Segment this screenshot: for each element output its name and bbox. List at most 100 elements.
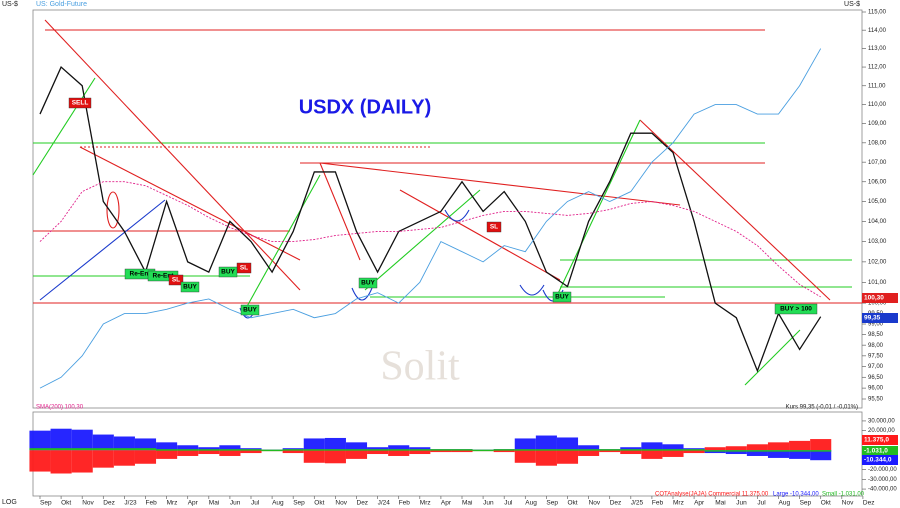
x-tick-label: Feb bbox=[652, 500, 664, 507]
cot-bar bbox=[282, 449, 304, 451]
x-tick-label: Nov bbox=[842, 500, 854, 507]
cot-bar bbox=[620, 450, 642, 455]
x-tick-label: Jun bbox=[230, 500, 241, 507]
cot-bar bbox=[156, 442, 178, 451]
cot-bar bbox=[156, 450, 178, 459]
cot-bar bbox=[789, 440, 811, 451]
cot-bar bbox=[388, 450, 410, 456]
x-tick-label: Okt bbox=[821, 500, 831, 507]
cot-bar bbox=[92, 434, 114, 451]
x-tick-label: Jun bbox=[483, 500, 494, 507]
cot-bar bbox=[556, 450, 579, 464]
cot-bar bbox=[767, 450, 790, 458]
x-tick-label: Sep bbox=[800, 500, 812, 507]
y-tick-label: 96,50 bbox=[868, 375, 884, 381]
trend-line bbox=[32, 77, 96, 176]
value-badge bbox=[862, 435, 898, 445]
annotation-label: BUY bbox=[183, 284, 197, 291]
cot-bar bbox=[92, 450, 114, 468]
annotation-box bbox=[552, 291, 572, 303]
annotation-box bbox=[68, 97, 92, 109]
cot-bar bbox=[810, 450, 832, 461]
cot-bar bbox=[303, 438, 325, 451]
cot-bar bbox=[324, 437, 346, 451]
x-tick-label: Mai bbox=[715, 500, 725, 507]
cot-bar bbox=[641, 450, 663, 459]
cot-bar bbox=[198, 450, 220, 455]
trend-line bbox=[39, 199, 166, 301]
cot-bar bbox=[725, 450, 747, 452]
annotation: SL bbox=[236, 262, 252, 274]
y-tick-label: 112,00 bbox=[868, 65, 887, 71]
cot-bar bbox=[345, 449, 368, 451]
y-tick-label: -20.000,00 bbox=[868, 467, 897, 473]
cot-bar bbox=[493, 449, 515, 451]
value-badge bbox=[862, 446, 898, 456]
cot-bar bbox=[92, 448, 114, 451]
x-tick-label: Mrz bbox=[420, 500, 431, 507]
y-tick-label: 104,00 bbox=[868, 219, 887, 225]
annotation: BUY bbox=[552, 291, 572, 303]
y-tick-label: 115,00 bbox=[868, 10, 887, 16]
x-tick-label: Mai bbox=[209, 500, 219, 507]
y-tick-label: 105,00 bbox=[868, 199, 887, 205]
x-tick-label: Apr bbox=[188, 500, 199, 507]
cot-bar bbox=[345, 450, 368, 459]
cot-bar bbox=[514, 438, 536, 451]
axis-label: US-$ bbox=[844, 1, 860, 8]
cot-bar bbox=[746, 450, 768, 452]
cot-bar bbox=[599, 449, 621, 451]
cot-bar bbox=[789, 450, 811, 452]
y-tick-label: 96,00 bbox=[868, 386, 884, 392]
cot-bar bbox=[388, 449, 410, 451]
value-badge-label: 11.375,0 bbox=[864, 437, 889, 444]
annotation: SL bbox=[486, 221, 502, 233]
y-tick-label: 98,00 bbox=[868, 343, 884, 349]
y-tick-label: 30.000,00 bbox=[868, 418, 895, 424]
annotation: BUY > 100 bbox=[774, 303, 818, 315]
trend-line bbox=[319, 162, 361, 261]
cot-bar bbox=[240, 450, 262, 454]
annotation-label: BUY bbox=[243, 307, 257, 314]
marker-curve bbox=[351, 287, 373, 301]
x-tick-label: Mrz bbox=[673, 500, 684, 507]
cot-bar bbox=[535, 435, 557, 451]
value-badge bbox=[862, 455, 898, 465]
cot-bar bbox=[620, 447, 642, 451]
cot-bar bbox=[50, 428, 72, 451]
cot-bar bbox=[451, 450, 473, 453]
price-note: Kurs 99,35 (-0,01 / -0,01%) bbox=[786, 405, 858, 411]
legend-entry: COTAnalyse(JAJA) Commercial 11.375,00 bbox=[655, 492, 769, 498]
x-tick-label: Okt bbox=[61, 500, 71, 507]
x-tick-label: Dez bbox=[610, 500, 622, 507]
cot-bar bbox=[303, 450, 325, 463]
y-tick-label: -40.000,00 bbox=[868, 487, 897, 493]
trend-line bbox=[744, 329, 801, 386]
x-tick-label: Jul bbox=[757, 500, 766, 507]
x-tick-label: Dez bbox=[103, 500, 115, 507]
annotation-label: BUY bbox=[221, 269, 235, 276]
x-tick-label: Jul bbox=[251, 500, 260, 507]
cot-bar bbox=[240, 449, 262, 451]
cot-bar bbox=[641, 442, 663, 451]
trend-line bbox=[639, 119, 831, 301]
cot-bar bbox=[746, 444, 768, 451]
annotation-label: BUY bbox=[361, 280, 375, 287]
marker-ellipse bbox=[106, 191, 120, 229]
cot-bar bbox=[620, 449, 642, 451]
annotation-label: BUY bbox=[555, 294, 569, 301]
cot-bar bbox=[409, 449, 431, 451]
marker-curve bbox=[444, 209, 470, 222]
annotation-label: SL bbox=[172, 277, 180, 284]
scale-note: LOG bbox=[2, 499, 17, 506]
legend-entry: Small -1.031,00 bbox=[822, 492, 865, 498]
y-tick-label: 98,50 bbox=[868, 332, 884, 338]
annotation-label: BUY > 100 bbox=[780, 306, 812, 313]
y-tick-label: 106,00 bbox=[868, 179, 887, 185]
cot-bar bbox=[388, 445, 410, 451]
y-tick-label: 20.000,00 bbox=[868, 428, 895, 434]
trend-line bbox=[399, 189, 561, 281]
x-tick-label: Aug bbox=[779, 500, 791, 507]
cot-bar bbox=[514, 450, 536, 463]
cot-bar bbox=[324, 450, 346, 464]
